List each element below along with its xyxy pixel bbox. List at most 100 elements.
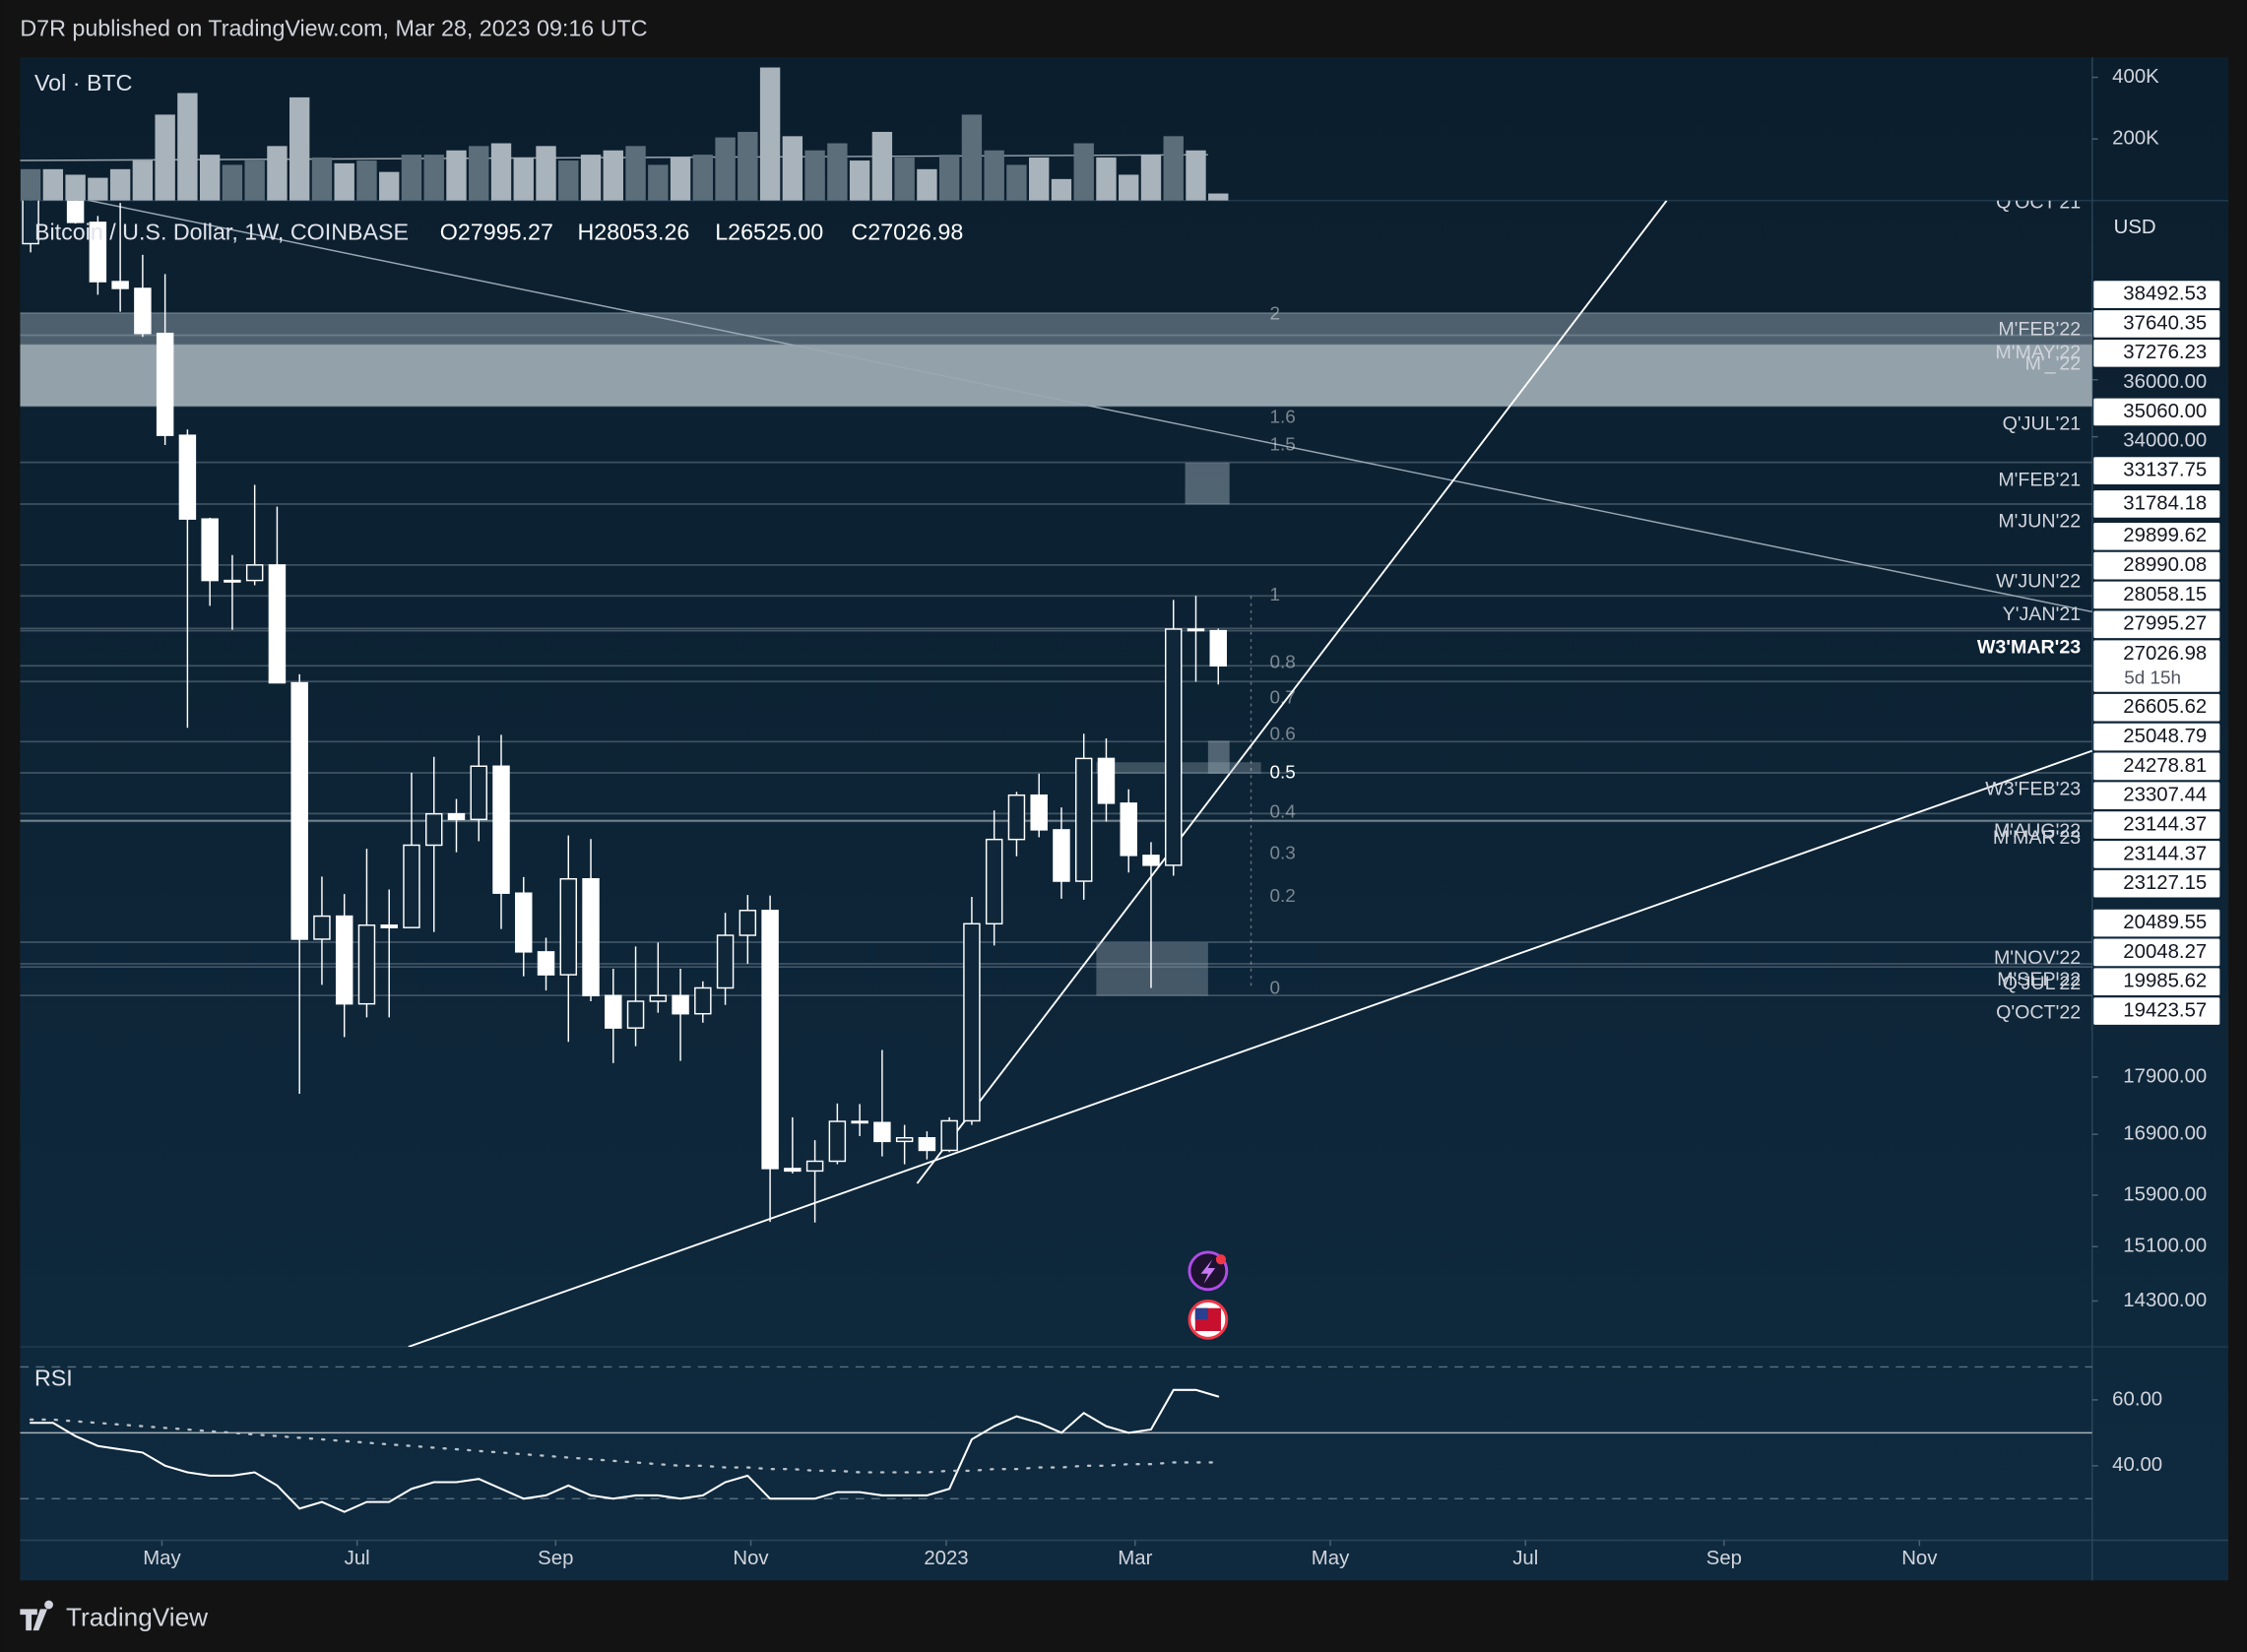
publisher: D7R published on TradingView.com, Mar 28… — [20, 16, 647, 41]
x-tick-label: Sep — [538, 1548, 573, 1569]
candle-body — [1074, 757, 1093, 882]
y-tick-label: 15900.00 — [2123, 1183, 2207, 1205]
y-tick-label: 34000.00 — [2123, 430, 2207, 452]
volume-bar — [177, 93, 198, 201]
currency-label: USD — [2114, 217, 2156, 238]
candle-body — [515, 892, 533, 953]
box — [1185, 463, 1230, 505]
fib-label: 0 — [1269, 979, 1280, 999]
price-label-box — [2093, 551, 2220, 580]
event-dot — [1215, 1254, 1227, 1265]
candle-body — [940, 1119, 958, 1152]
flag-canton — [1194, 1307, 1208, 1320]
fib-label: 0.8 — [1269, 652, 1295, 672]
rsi-line — [29, 1388, 1220, 1513]
candle-body — [380, 924, 398, 928]
y-tick-label: 16900.00 — [2123, 1123, 2207, 1145]
volume-bar — [625, 146, 646, 201]
candle-body — [985, 838, 1003, 925]
fib-label: 0.4 — [1269, 802, 1295, 823]
volume-bar — [1186, 150, 1206, 201]
volume-bar — [894, 157, 915, 201]
candle-body — [357, 924, 376, 1005]
fib-label: 2 — [1269, 304, 1280, 325]
volume-bar — [155, 114, 175, 201]
price-label: 27026.98 — [2123, 643, 2207, 665]
box — [1207, 740, 1230, 774]
price-label: 38492.53 — [2123, 283, 2207, 304]
price-label: 31784.18 — [2123, 492, 2207, 514]
brand: TradingView — [66, 1602, 208, 1631]
price-label: 28990.08 — [2123, 554, 2207, 576]
volume-bar — [580, 155, 602, 201]
price-label-box — [2093, 723, 2220, 751]
volume-bar — [917, 168, 937, 201]
candle-body — [1165, 628, 1183, 866]
candle-body — [649, 994, 668, 1002]
rsi-title: RSI — [34, 1366, 73, 1391]
price-label-box — [2093, 581, 2220, 609]
x-tick-label: Jul — [345, 1548, 370, 1569]
candle-body — [403, 844, 420, 928]
volume-bar — [871, 131, 893, 201]
price-label-box — [2093, 693, 2220, 722]
y-tick-label: 15100.00 — [2123, 1236, 2207, 1257]
price-label-box — [2093, 610, 2220, 639]
fib-label: 1.6 — [1269, 407, 1295, 427]
level-name: M'FEB'22 — [1998, 319, 2081, 341]
zone — [20, 345, 2092, 407]
price-label: 23144.37 — [2123, 843, 2207, 864]
candle-body — [828, 1120, 847, 1163]
price-label: 27995.27 — [2123, 613, 2207, 635]
candle-body — [201, 518, 219, 582]
y-tick-label: 400K — [2112, 66, 2159, 88]
ohlc-close: C27026.98 — [851, 219, 963, 244]
candle-body — [672, 994, 689, 1015]
price-label: 24278.81 — [2123, 755, 2207, 777]
volume-bar — [267, 146, 288, 201]
volume-bar — [1096, 157, 1117, 201]
candle-body — [963, 922, 981, 1122]
candle-body — [537, 951, 555, 976]
candle-body — [918, 1137, 936, 1152]
price-label: 33137.75 — [2123, 460, 2207, 481]
x-tick-label: Mar — [1118, 1548, 1152, 1569]
candle-body — [111, 281, 129, 289]
price-label: 26605.62 — [2123, 696, 2207, 718]
trend-line — [86, 200, 2092, 613]
candle-body — [1120, 802, 1137, 857]
fib-label: 0.3 — [1269, 843, 1295, 863]
volume-bar — [738, 131, 758, 201]
volume-bar — [379, 171, 400, 201]
candle-body — [66, 200, 85, 223]
candle-body — [22, 200, 39, 245]
y-tick-label: 40.00 — [2112, 1454, 2162, 1476]
axes: 400K 200K 38492.53 37640.35 37276.23 35060.00… — [2091, 66, 2220, 1476]
level-names: Q'OCT'21 M'FEB'22M'MAY'22M'_'22 Q'JUL'21 M'… — [1269, 201, 2081, 1024]
fib-label: 1.5 — [1269, 434, 1295, 455]
level-name: Q'OCT'22 — [1996, 1001, 2081, 1023]
price-label-box — [2093, 310, 2220, 338]
volume-bar — [1051, 178, 1072, 201]
candle-body — [178, 434, 197, 520]
candle-body — [245, 564, 264, 582]
level-name: M'FEB'21 — [1998, 469, 2081, 490]
brand-logo — [20, 1600, 53, 1631]
price-label: 23144.37 — [2123, 813, 2207, 835]
volume-bar — [244, 160, 265, 201]
volume-bar — [513, 157, 534, 201]
price-pane: Q'OCT'21 M'FEB'22M'MAY'22M'_'22 Q'JUL'21 M'… — [20, 200, 2092, 1348]
candle-body — [784, 1168, 802, 1173]
volume-bar — [827, 143, 848, 201]
volume-bar — [356, 160, 377, 201]
volume-bar — [222, 164, 243, 201]
level-name: Q'JUL'21 — [2003, 413, 2081, 435]
price-label-box — [2093, 398, 2220, 426]
price-label: 37276.23 — [2123, 342, 2207, 363]
y-tick-label: 14300.00 — [2123, 1290, 2207, 1311]
candle-body — [447, 812, 466, 821]
volume-bar — [648, 164, 669, 201]
fib-label: 0.5 — [1269, 762, 1295, 783]
level-name: W'JUN'22 — [1996, 571, 2081, 593]
